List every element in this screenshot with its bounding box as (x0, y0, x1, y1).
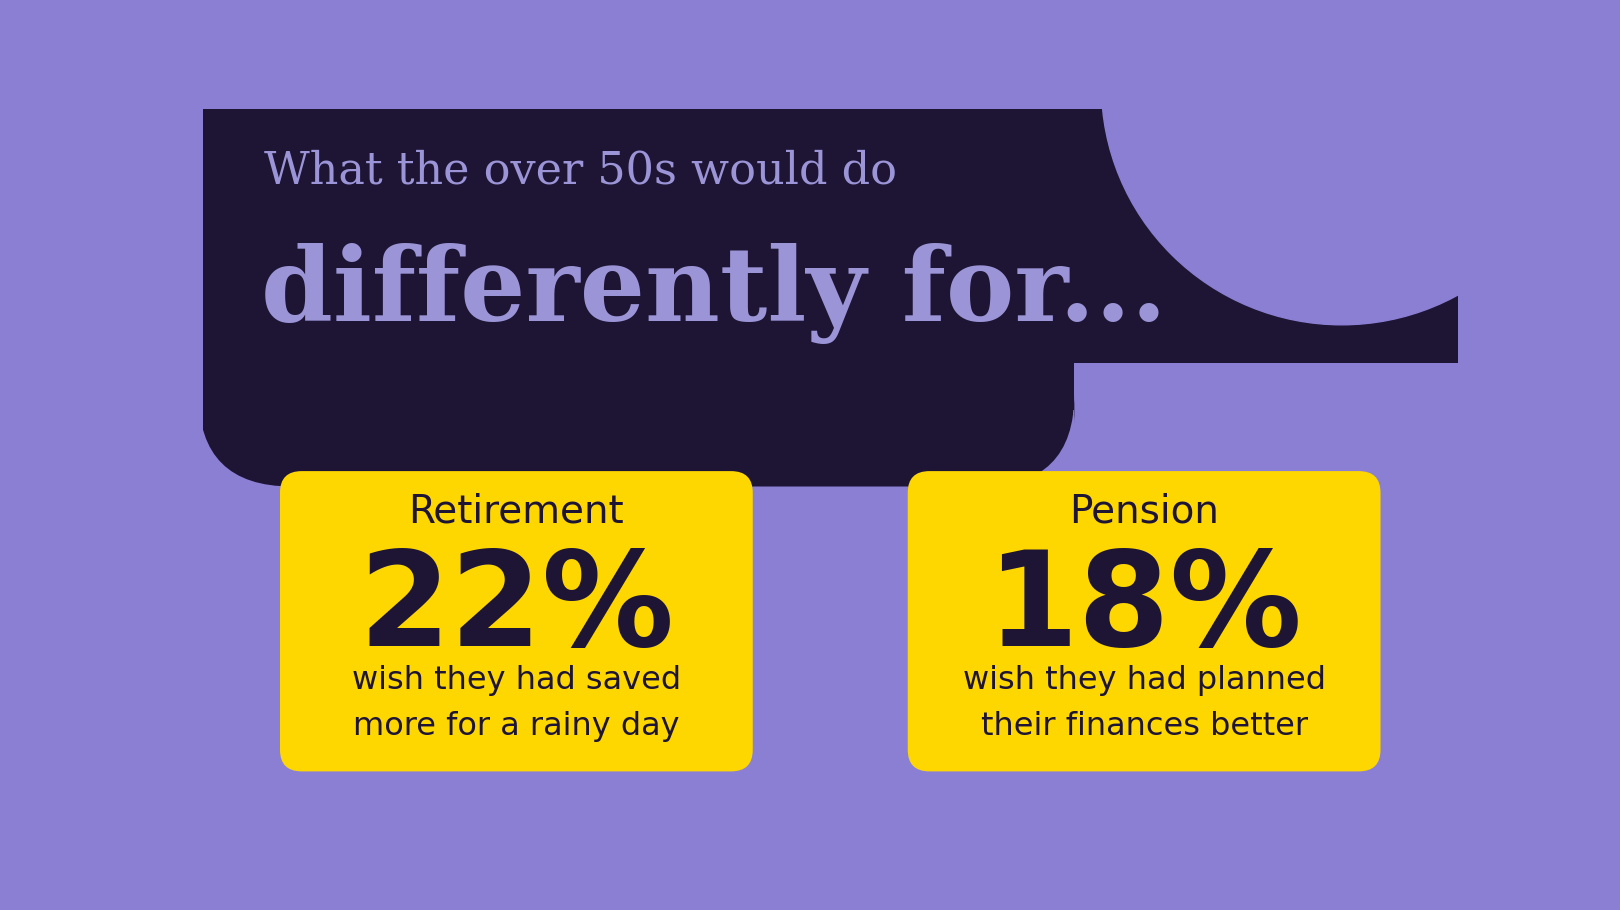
FancyBboxPatch shape (199, 332, 1074, 487)
Circle shape (1102, 0, 1583, 325)
Text: What the over 50s would do: What the over 50s would do (264, 149, 897, 192)
FancyBboxPatch shape (907, 471, 1380, 772)
Text: wish they had saved
more for a rainy day: wish they had saved more for a rainy day (352, 665, 680, 742)
Text: 18%: 18% (987, 546, 1302, 673)
Text: differently for...: differently for... (261, 244, 1166, 345)
Polygon shape (199, 363, 1074, 410)
Text: 22%: 22% (358, 546, 674, 673)
Text: Pension: Pension (1069, 492, 1220, 531)
FancyBboxPatch shape (280, 471, 753, 772)
Text: wish they had planned
their finances better: wish they had planned their finances bet… (962, 665, 1325, 742)
Text: Retirement: Retirement (408, 492, 624, 531)
Polygon shape (199, 109, 1461, 363)
